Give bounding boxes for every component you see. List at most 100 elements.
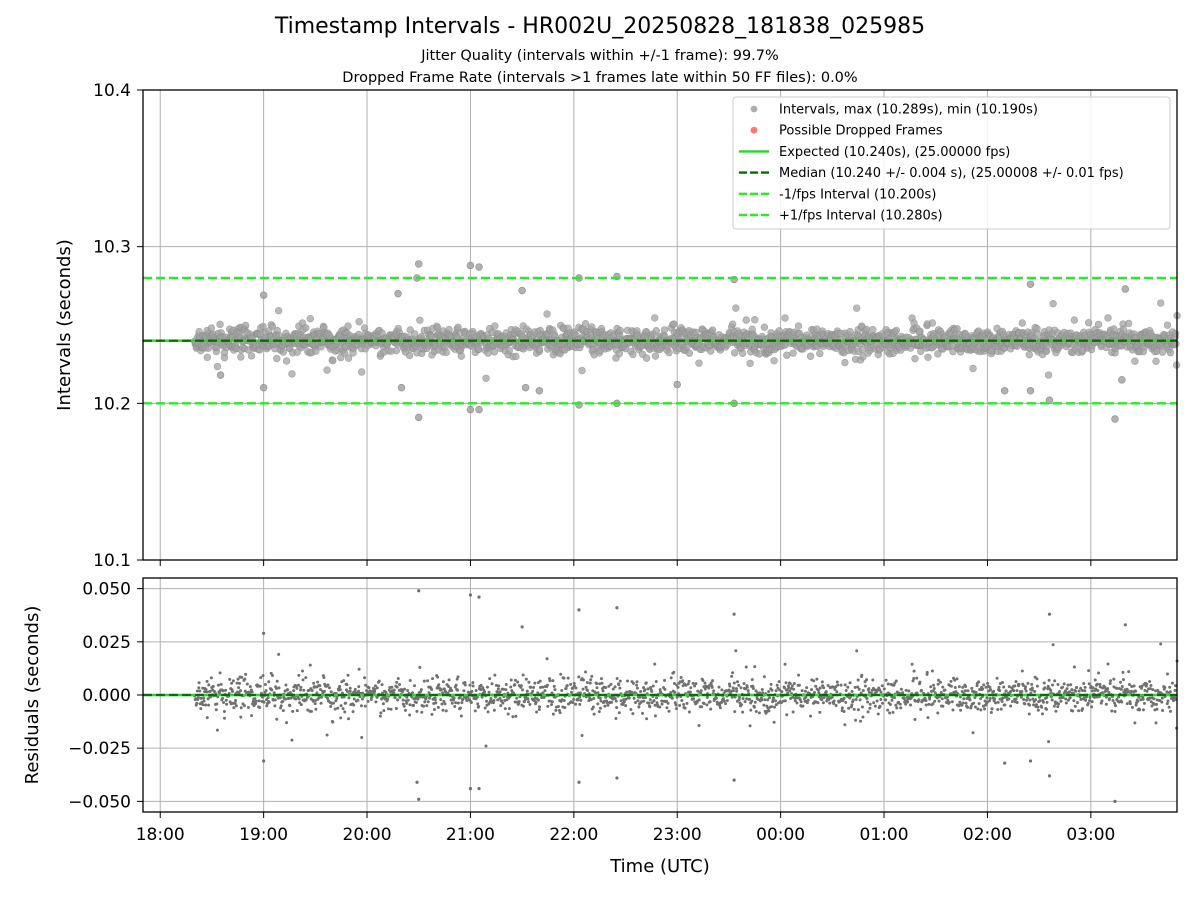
residual-point xyxy=(447,678,451,682)
residual-point xyxy=(295,709,299,713)
residual-point xyxy=(962,697,966,701)
residual-point xyxy=(224,688,228,692)
residual-point xyxy=(850,703,854,707)
residual-point xyxy=(1064,701,1068,705)
residual-point xyxy=(1034,703,1038,707)
residual-point xyxy=(893,696,897,700)
residual-point xyxy=(711,679,715,683)
residual-point xyxy=(840,706,844,710)
residual-point xyxy=(374,700,378,704)
interval-point xyxy=(651,314,659,322)
residual-point xyxy=(426,700,430,704)
residual-point xyxy=(861,715,865,719)
residual-point xyxy=(212,689,216,693)
residual-point xyxy=(521,688,525,692)
residual-point xyxy=(1066,683,1070,687)
x-tick-label: 22:00 xyxy=(549,825,598,845)
residual-point xyxy=(988,696,992,700)
residual-point xyxy=(373,684,377,688)
residual-point xyxy=(1113,710,1117,714)
residual-point xyxy=(860,705,864,709)
residual-outlier-point xyxy=(732,778,736,782)
residual-point xyxy=(460,701,464,705)
residual-point xyxy=(1072,699,1076,703)
interval-outlier-point xyxy=(1118,376,1126,384)
residual-point xyxy=(377,679,381,683)
residual-point xyxy=(521,673,525,677)
interval-point xyxy=(329,356,337,365)
residual-point xyxy=(625,690,629,694)
residual-point xyxy=(405,695,409,699)
residual-point xyxy=(861,688,865,692)
residual-point xyxy=(231,679,235,683)
residual-point xyxy=(501,687,505,691)
residual-point xyxy=(834,703,838,707)
interval-point xyxy=(204,344,213,352)
residual-point xyxy=(214,708,218,712)
interval-point xyxy=(642,354,651,362)
residual-point xyxy=(622,700,626,704)
interval-point xyxy=(816,349,824,358)
residual-point xyxy=(972,701,976,705)
residual-point xyxy=(353,687,357,691)
legend-entry-label: Possible Dropped Frames xyxy=(779,124,943,139)
residual-outlier-point xyxy=(1003,761,1007,765)
residual-point xyxy=(516,680,520,684)
residual-point xyxy=(419,688,423,692)
residual-point xyxy=(541,691,545,695)
interval-outlier-point xyxy=(1026,387,1035,395)
residual-point xyxy=(1141,708,1145,712)
residual-point xyxy=(453,704,457,708)
residual-point xyxy=(795,701,799,705)
residual-point xyxy=(707,686,711,690)
residual-outlier-point xyxy=(520,625,524,629)
interval-point xyxy=(629,350,637,359)
residual-point xyxy=(1111,698,1115,702)
residual-point xyxy=(581,687,585,691)
residual-point xyxy=(1138,708,1142,712)
residual-point xyxy=(1002,685,1006,689)
residual-point xyxy=(496,698,500,702)
residual-point xyxy=(317,696,321,700)
residual-point xyxy=(835,690,839,694)
legend-entry-label: -1/fps Interval (10.200s) xyxy=(779,187,936,202)
residual-point xyxy=(295,686,299,690)
residual-point xyxy=(732,689,736,693)
residual-point xyxy=(910,662,914,666)
residual-point xyxy=(357,685,361,689)
residual-point xyxy=(1034,698,1038,702)
residual-point xyxy=(469,700,473,704)
interval-point xyxy=(728,320,737,328)
residual-point xyxy=(238,681,242,685)
residual-point xyxy=(562,676,566,680)
residual-point xyxy=(425,704,429,708)
residual-point xyxy=(1082,682,1086,686)
residual-point xyxy=(201,703,205,707)
residual-point xyxy=(199,696,203,700)
interval-point xyxy=(344,354,353,362)
residual-point xyxy=(739,703,743,707)
residual-point xyxy=(1121,670,1125,674)
residual-point xyxy=(774,699,778,703)
residual-point xyxy=(977,680,981,684)
residual-point xyxy=(299,703,303,707)
residual-point xyxy=(524,695,528,699)
residual-point xyxy=(331,701,335,705)
residual-point xyxy=(592,712,596,716)
residual-point xyxy=(545,657,549,661)
residual-point xyxy=(1155,702,1159,706)
residual-outlier-point xyxy=(468,787,473,791)
residual-point xyxy=(1125,702,1129,706)
interval-point xyxy=(355,318,363,326)
residual-point xyxy=(1056,705,1060,709)
residual-point xyxy=(248,685,252,689)
residual-point xyxy=(663,678,667,682)
residual-point xyxy=(233,701,237,705)
residual-point xyxy=(441,680,445,684)
residual-point xyxy=(1013,684,1017,688)
residual-point xyxy=(720,688,724,692)
interval-point xyxy=(454,323,462,332)
residual-point xyxy=(1056,683,1060,687)
residual-point xyxy=(635,683,639,687)
residual-point xyxy=(545,683,549,687)
